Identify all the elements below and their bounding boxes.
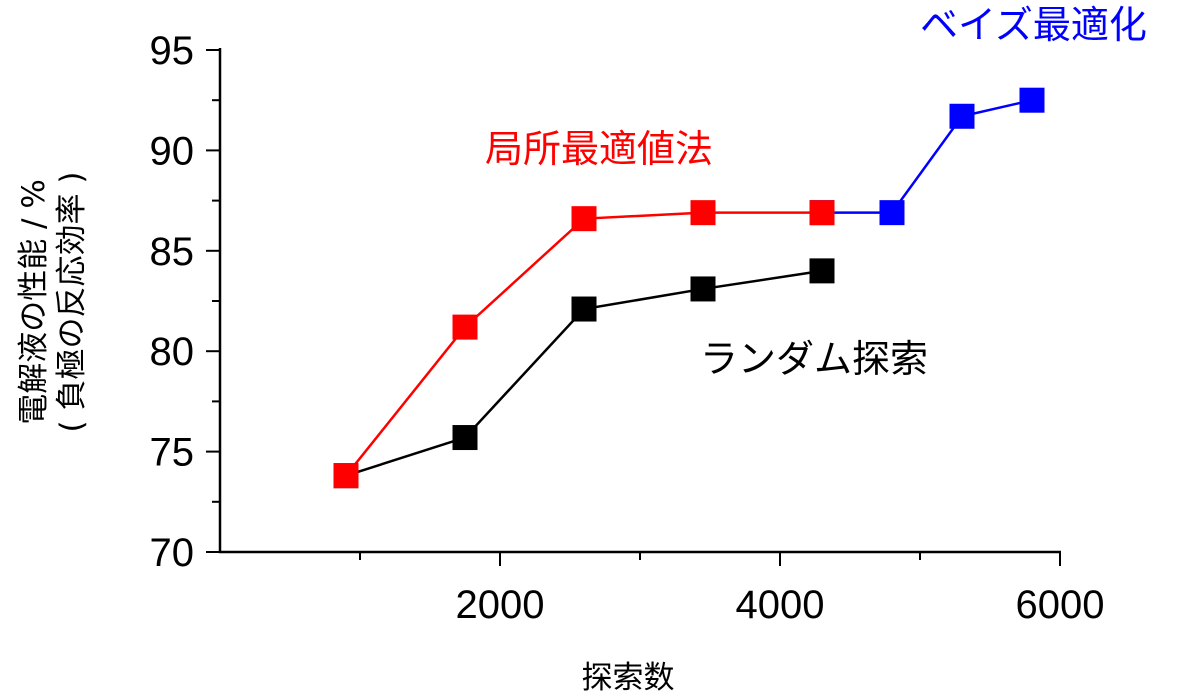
local-opt-label: 局所最適値法 [485,127,713,171]
y-axis-title-line1: 電解液の性能 / % [16,179,52,425]
random-search-point [452,425,478,451]
bayes-opt-point [949,103,975,129]
axes: 70 75 80 85 90 95 2000 4000 6000 [150,29,1105,627]
x-tick-label: 2000 [456,583,545,627]
random-search-point [571,296,597,322]
bayes-opt-point [879,200,905,226]
bayes-opt-point [1019,87,1045,113]
series-markers [333,87,1045,489]
bayes-opt-label: ベイズ最適化 [920,3,1147,47]
local-opt-point [809,200,835,226]
x-axis-title: 探索数 [582,660,675,696]
y-tick-label: 95 [150,29,195,73]
y-tick-label: 90 [150,129,195,173]
x-tick-label: 6000 [1016,583,1105,627]
y-axis-title-line2: ( 負極の反応効率 ) [54,172,90,433]
y-axis-title-group: 電解液の性能 / % ( 負極の反応効率 ) [16,172,90,433]
random-search-label: ランダム探索 [700,337,928,381]
local-opt-point [571,206,597,232]
random-search-point [690,276,716,302]
y-tick-label: 85 [150,230,195,274]
local-opt-point [690,200,716,226]
local-opt-point [452,314,478,340]
local-opt-point [333,463,359,489]
x-tick-label: 4000 [736,583,825,627]
y-tick-label: 80 [150,330,195,374]
y-tick-label: 70 [150,531,195,575]
random-search-point [809,258,835,284]
y-tick-label: 75 [150,431,195,475]
bayes-opt-line [822,98,1033,214]
